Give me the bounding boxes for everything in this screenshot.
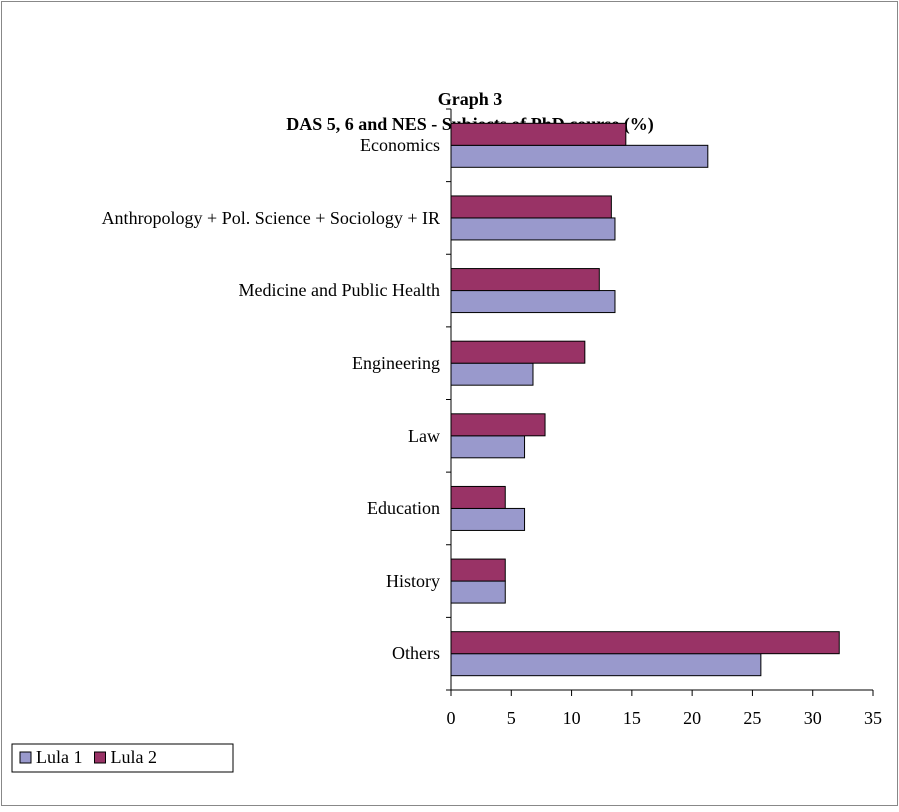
bar <box>450 290 616 314</box>
y-tick-label-wrap: History <box>20 545 440 617</box>
y-tick-label-box: Education <box>20 472 440 544</box>
x-tick-label: 20 <box>683 708 701 728</box>
bar <box>450 340 586 364</box>
bar <box>450 362 534 386</box>
bar <box>450 144 709 168</box>
y-tick-label: Economics <box>360 135 440 155</box>
bar <box>450 268 600 292</box>
bar <box>450 558 506 582</box>
bar <box>450 217 616 241</box>
legend-frame <box>11 743 234 773</box>
y-tick-label-wrap: Anthropology + Pol. Science + Sociology … <box>20 182 440 254</box>
y-tick-label: History <box>386 570 440 591</box>
y-tick-label-box: Law <box>20 400 440 472</box>
y-tick-label-wrap: Economics <box>20 109 440 181</box>
y-tick-label-box: Engineering <box>20 327 440 399</box>
x-tick-label: 5 <box>507 708 516 728</box>
chart-title: Graph 3 <box>438 89 503 109</box>
bar <box>450 631 840 655</box>
x-tick-label: 0 <box>447 708 456 728</box>
y-tick-label-box: Economics <box>20 109 440 181</box>
bar <box>450 435 526 459</box>
y-tick-label-box: Anthropology + Pol. Science + Sociology … <box>20 182 440 254</box>
y-tick-label-box: History <box>20 545 440 617</box>
y-tick-label-box: Medicine and Public Health <box>20 254 440 326</box>
x-tick-label: 35 <box>864 708 882 728</box>
bar <box>450 195 612 219</box>
y-tick-label-box: Others <box>20 617 440 689</box>
legend-swatch <box>94 751 106 764</box>
y-tick-label: Engineering <box>352 352 440 373</box>
y-tick-label: Medicine and Public Health <box>238 280 440 301</box>
legend: Lula 1 Lula 2 <box>11 743 234 773</box>
bar <box>450 507 526 531</box>
y-tick-label-wrap: Others <box>20 617 440 689</box>
bar <box>450 485 506 509</box>
bar <box>450 653 762 677</box>
x-tick-label: 15 <box>623 708 641 728</box>
bar <box>450 413 546 437</box>
y-tick-label: Law <box>408 425 440 446</box>
y-tick-label-wrap: Law <box>20 400 440 472</box>
y-tick-label-wrap: Medicine and Public Health <box>20 254 440 326</box>
x-tick-label: 30 <box>804 708 822 728</box>
legend-swatch <box>19 751 32 764</box>
y-tick-label-wrap: Engineering <box>20 327 440 399</box>
legend-label: Lula 2 <box>111 747 158 767</box>
y-tick-label: Anthropology + Pol. Science + Sociology … <box>101 207 440 228</box>
y-tick-label: Education <box>367 498 440 519</box>
bar <box>450 580 506 604</box>
y-tick-label: Others <box>392 643 440 664</box>
x-tick-label: 25 <box>743 708 761 728</box>
bar <box>450 122 627 146</box>
legend-label: Lula 1 <box>36 747 83 767</box>
x-tick-label: 10 <box>563 708 581 728</box>
y-tick-label-wrap: Education <box>20 472 440 544</box>
